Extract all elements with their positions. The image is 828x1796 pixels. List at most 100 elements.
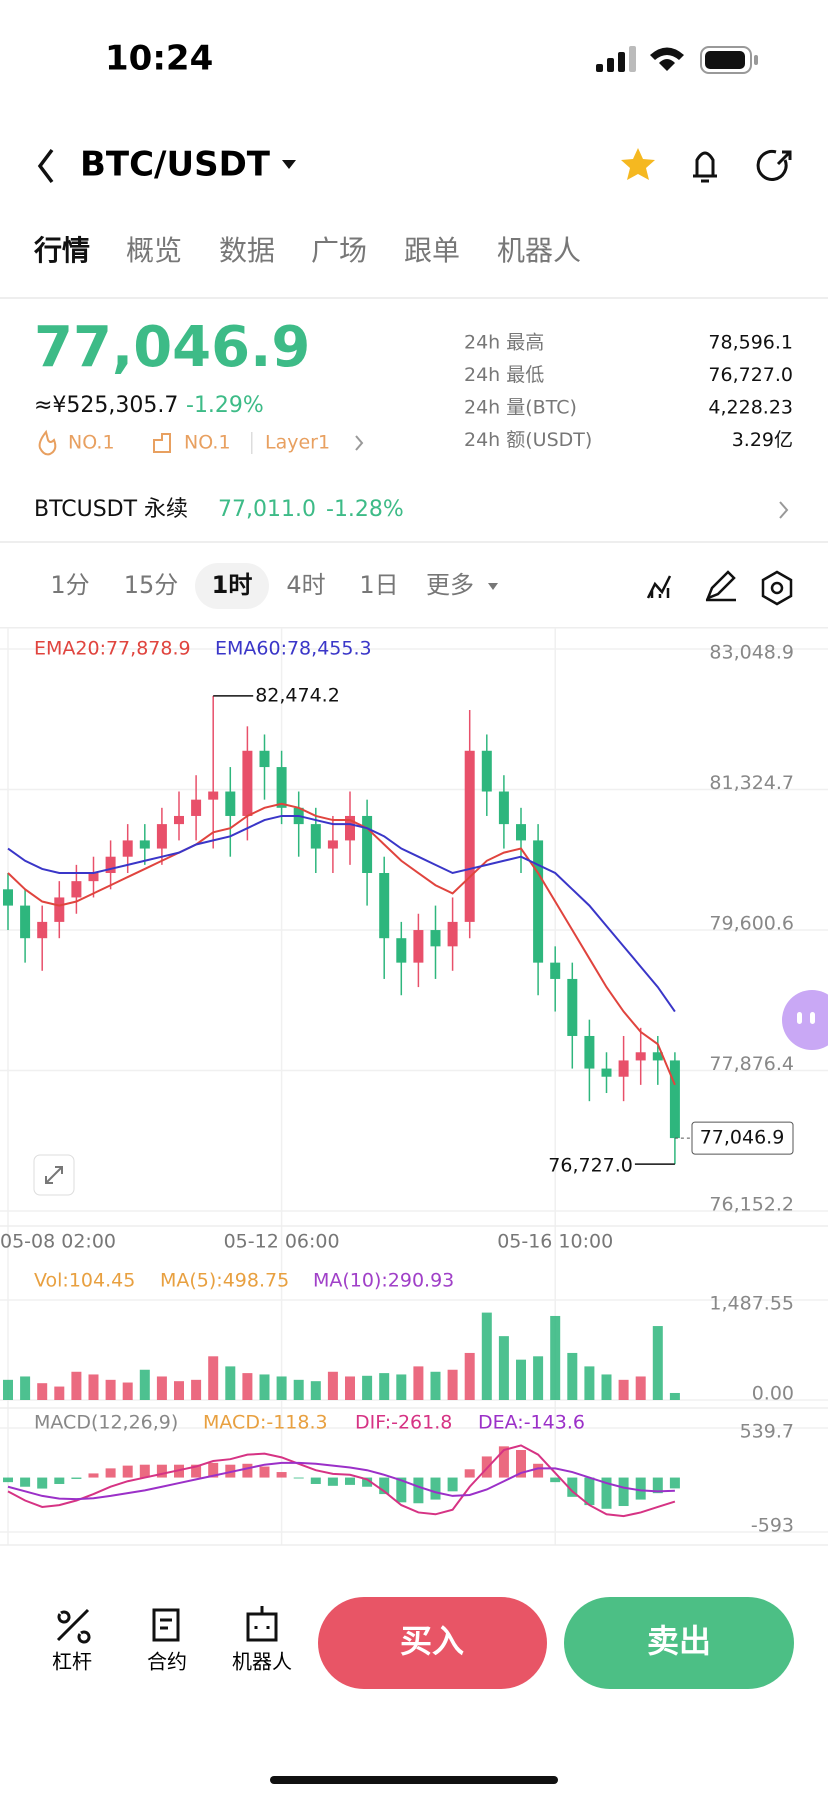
macd-axis-label: -593 bbox=[751, 1515, 794, 1537]
volume-bar bbox=[88, 1374, 99, 1400]
volume-bar bbox=[447, 1369, 458, 1400]
macd-bar bbox=[310, 1477, 321, 1484]
tab[interactable]: 跟单 bbox=[404, 234, 460, 267]
candle-body bbox=[88, 873, 99, 882]
macd-bar bbox=[618, 1477, 629, 1507]
candle-body bbox=[498, 791, 509, 825]
volume-bar bbox=[533, 1356, 544, 1400]
volume-bar bbox=[584, 1366, 595, 1400]
chart-tools[interactable] bbox=[646, 570, 793, 606]
macd-bar bbox=[20, 1477, 31, 1487]
volume-bar bbox=[259, 1374, 270, 1400]
candle-body bbox=[396, 938, 407, 963]
sector-tag[interactable]: Layer1 bbox=[265, 432, 330, 454]
volume-bar bbox=[652, 1326, 663, 1400]
tool-label[interactable]: 合约 bbox=[147, 1650, 187, 1674]
share-button[interactable] bbox=[756, 149, 792, 181]
macd-bar bbox=[293, 1477, 304, 1479]
macd-bar bbox=[516, 1450, 526, 1478]
tab-active[interactable]: 行情 bbox=[33, 234, 90, 267]
timeframe[interactable]: 15分 bbox=[124, 571, 179, 599]
alert-bell[interactable] bbox=[693, 151, 717, 183]
last-price-label: 77,046.9 bbox=[700, 1127, 785, 1149]
candle-body bbox=[276, 767, 287, 808]
perp-name[interactable]: BTCUSDT 永续 bbox=[34, 497, 188, 522]
candle-body bbox=[71, 881, 82, 898]
macd-bar bbox=[71, 1477, 82, 1479]
sell-label[interactable]: 卖出 bbox=[647, 1622, 711, 1660]
legend-entry: MA(10):290.93 bbox=[313, 1270, 454, 1292]
timeframe-pill bbox=[195, 563, 269, 609]
stat-value: 3.29亿 bbox=[732, 429, 793, 451]
dif-line bbox=[7, 1444, 676, 1518]
tab[interactable]: 机器人 bbox=[497, 234, 581, 267]
price-axis-label: 83,048.9 bbox=[709, 642, 794, 664]
legend-entry: DEA:-143.6 bbox=[478, 1412, 585, 1434]
macd-bar bbox=[105, 1468, 116, 1478]
tab[interactable]: 概览 bbox=[126, 234, 182, 267]
buy-button[interactable] bbox=[318, 1597, 547, 1689]
volume-bar bbox=[396, 1374, 407, 1400]
candle-body bbox=[516, 824, 526, 841]
volume-bar bbox=[635, 1376, 646, 1400]
tool-icons[interactable] bbox=[56, 1606, 278, 1644]
macd-bar bbox=[362, 1477, 373, 1487]
pair-title[interactable]: BTC/USDT bbox=[80, 145, 271, 185]
macd-bar bbox=[345, 1477, 355, 1485]
stat-value: 76,727.0 bbox=[708, 364, 793, 386]
candle-body bbox=[174, 815, 184, 825]
volume-bar bbox=[379, 1373, 390, 1400]
legend-entry: EMA60:78,455.3 bbox=[215, 638, 372, 660]
favorite-star[interactable] bbox=[621, 148, 655, 180]
perp-change: -1.28% bbox=[326, 497, 404, 522]
macd-axis-label: 539.7 bbox=[740, 1421, 794, 1443]
candle-body bbox=[481, 750, 492, 792]
timeframe-active[interactable]: 1时 bbox=[212, 571, 253, 599]
dropdown-caret bbox=[488, 583, 498, 590]
volume-bar bbox=[464, 1352, 475, 1400]
macd-bar bbox=[396, 1477, 407, 1503]
candle-body bbox=[464, 750, 475, 922]
tab[interactable]: 数据 bbox=[219, 234, 275, 267]
tool-label[interactable]: 杠杆 bbox=[52, 1650, 92, 1674]
buy-label[interactable]: 买入 bbox=[400, 1622, 464, 1660]
candle-body bbox=[139, 840, 150, 849]
back-button[interactable] bbox=[37, 148, 54, 184]
timeframe[interactable]: 1日 bbox=[359, 571, 398, 599]
macd-bar bbox=[259, 1466, 270, 1478]
candle-body bbox=[533, 840, 544, 963]
price-axis-label: 76,152.2 bbox=[709, 1194, 794, 1216]
assistant-bubble[interactable] bbox=[782, 990, 828, 1050]
candle-body bbox=[379, 873, 390, 939]
volume-bar bbox=[105, 1379, 116, 1400]
legend-entry: MACD(12,26,9) bbox=[34, 1412, 178, 1434]
macd-bar bbox=[550, 1477, 561, 1483]
rank-tag[interactable]: NO.1 bbox=[68, 432, 115, 454]
candle-body bbox=[413, 930, 424, 963]
timeframe[interactable]: 1分 bbox=[50, 571, 89, 599]
macd-bar bbox=[37, 1477, 48, 1489]
macd-bar bbox=[447, 1477, 458, 1492]
pair-dropdown[interactable] bbox=[282, 160, 296, 169]
macd-bar bbox=[601, 1477, 612, 1509]
volume-bar bbox=[276, 1376, 287, 1400]
macd-bar bbox=[54, 1477, 65, 1484]
stat-label: 24h 最高 bbox=[464, 332, 544, 354]
x-tick-label: 05-08 02:00 bbox=[0, 1231, 116, 1253]
macd-bar bbox=[242, 1463, 253, 1478]
candle-body bbox=[345, 815, 355, 841]
rank-tag[interactable]: NO.1 bbox=[184, 432, 231, 454]
macd-bar bbox=[327, 1477, 338, 1486]
volume-bar bbox=[498, 1336, 509, 1400]
timeframe[interactable]: 4时 bbox=[286, 571, 325, 599]
tab[interactable]: 广场 bbox=[311, 234, 367, 267]
timeframe[interactable]: 更多 bbox=[426, 571, 474, 599]
legend-entry: MA(5):498.75 bbox=[160, 1270, 289, 1292]
sell-button[interactable] bbox=[564, 1597, 794, 1689]
tool-label[interactable]: 机器人 bbox=[232, 1650, 292, 1674]
volume-bar bbox=[413, 1366, 424, 1400]
chevron[interactable] bbox=[779, 501, 789, 519]
